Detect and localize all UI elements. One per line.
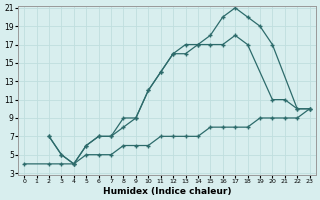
- X-axis label: Humidex (Indice chaleur): Humidex (Indice chaleur): [103, 187, 231, 196]
